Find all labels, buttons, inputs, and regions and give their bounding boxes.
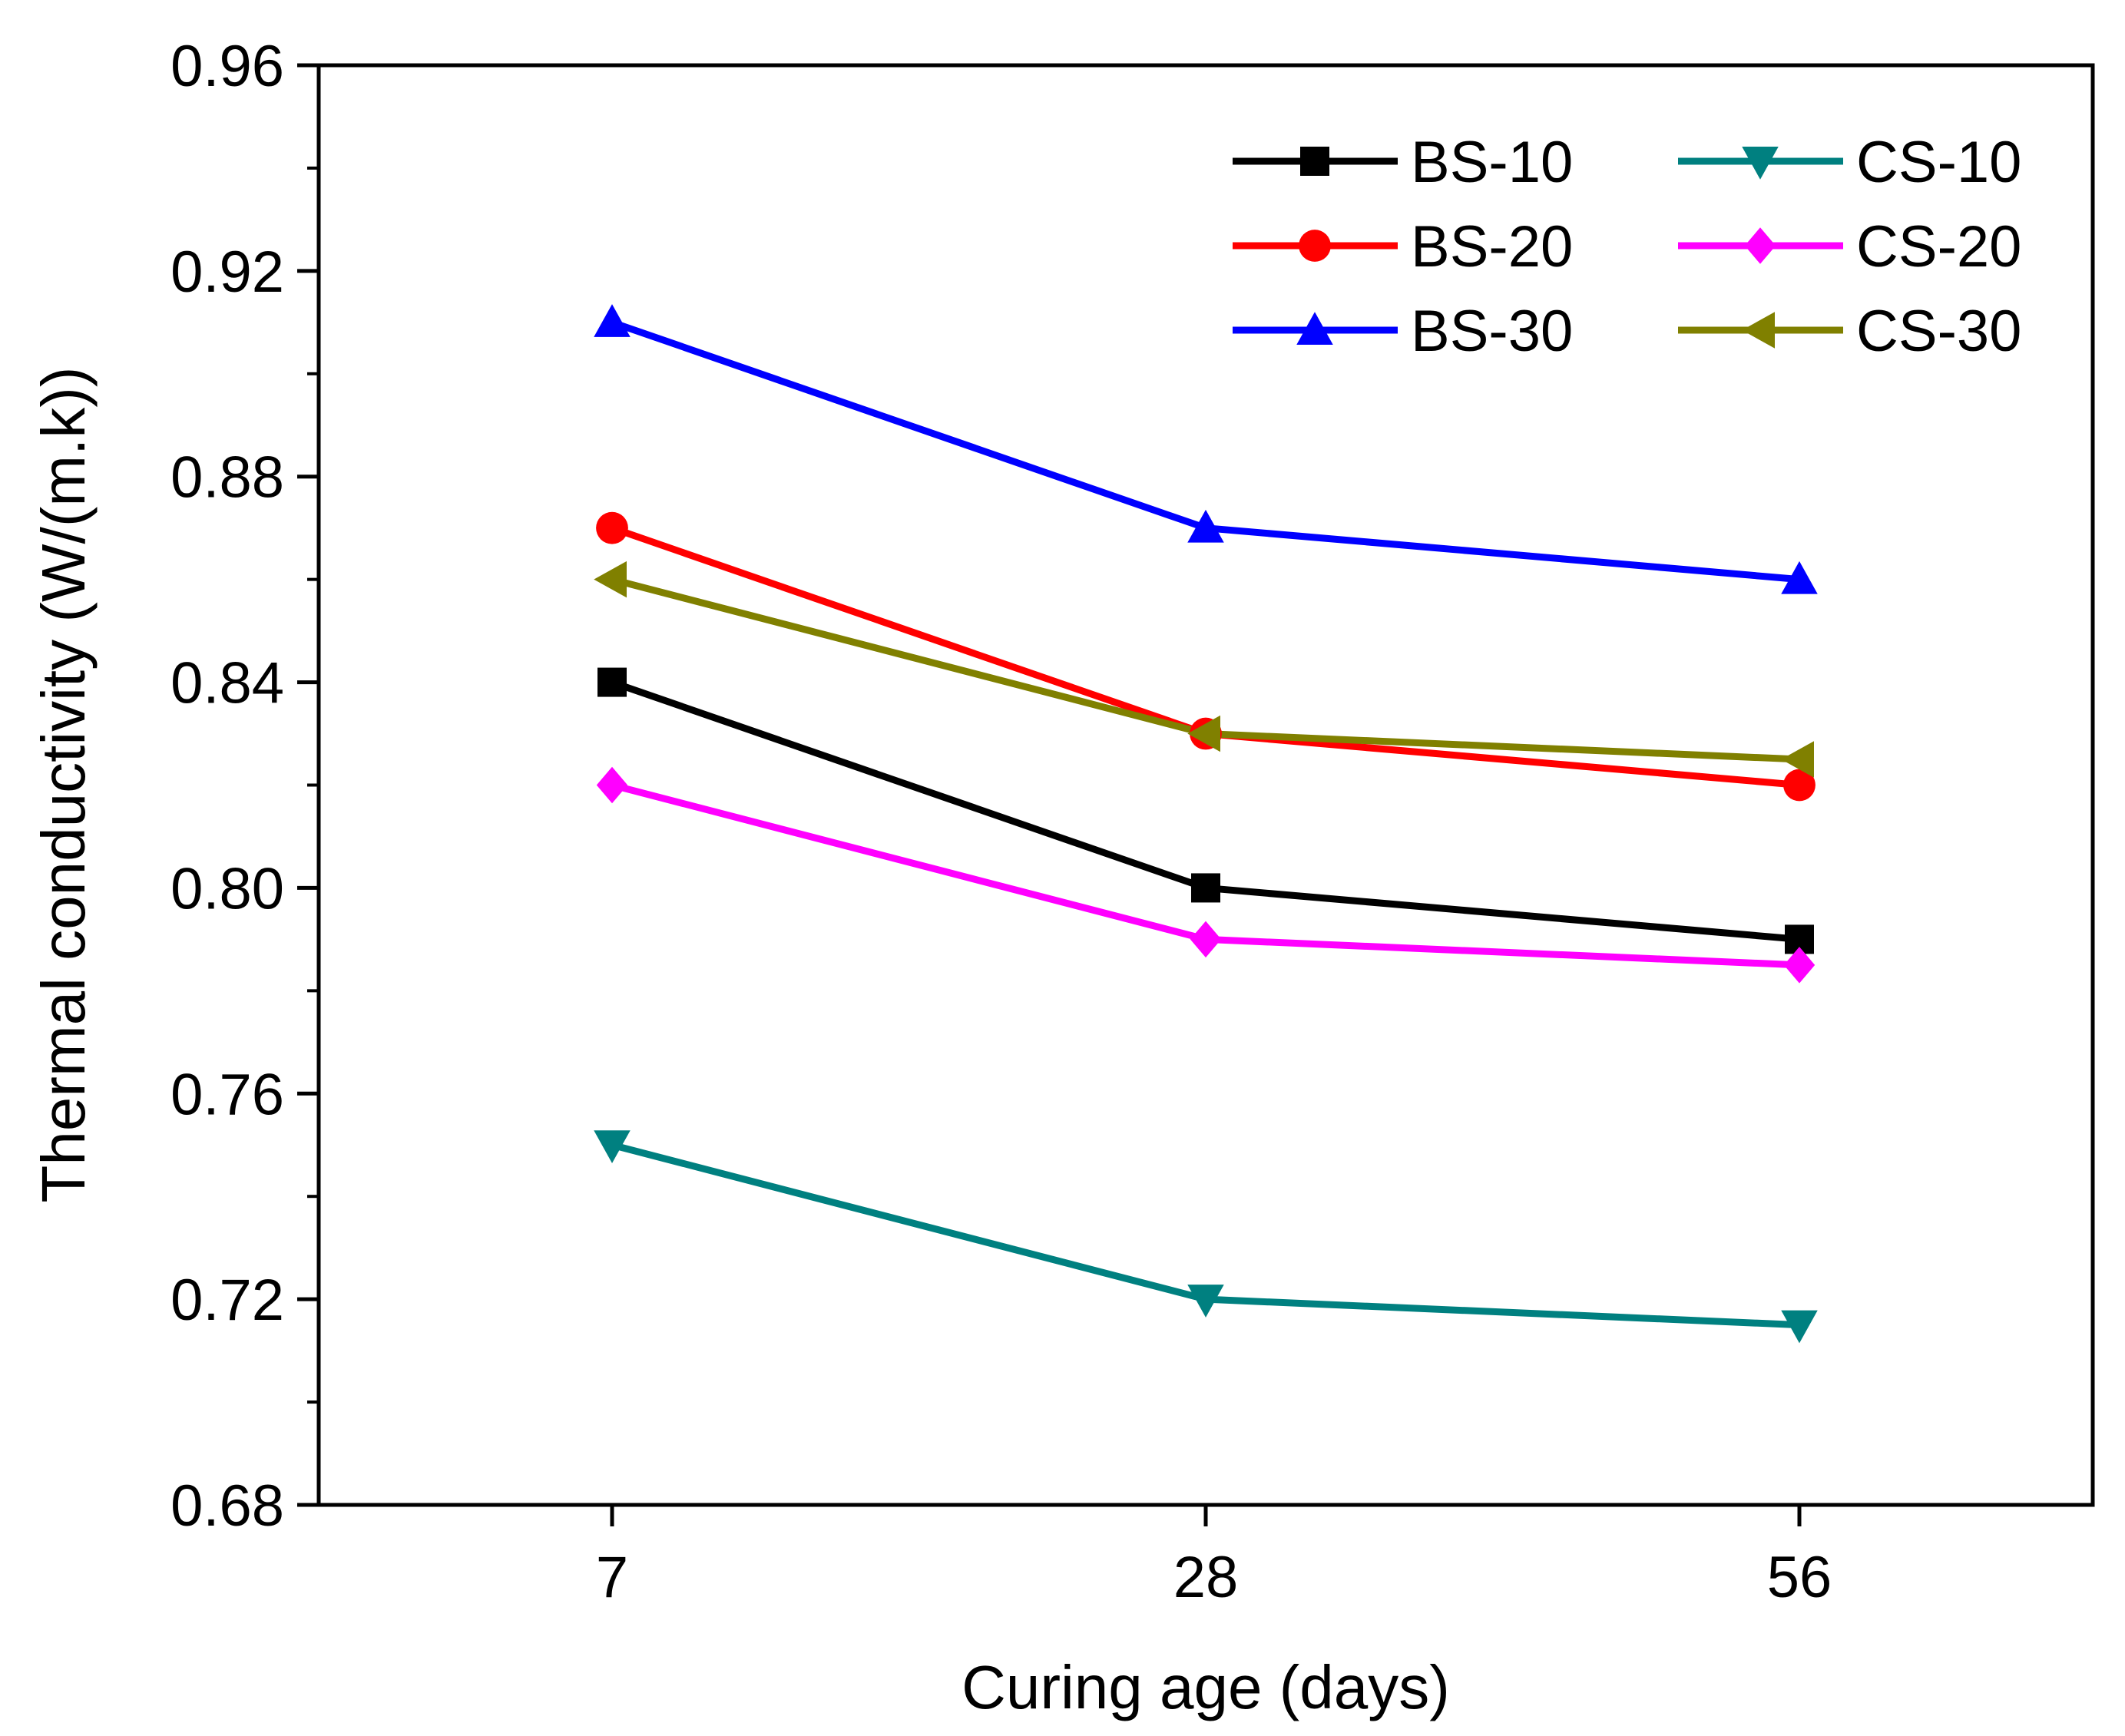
- data-point-cs-10: [1187, 1285, 1224, 1318]
- y-tick-label: 0.88: [170, 445, 284, 511]
- data-point-bs-10: [597, 667, 627, 697]
- series-lines: [611, 319, 1800, 1329]
- data-point-bs-20: [1783, 769, 1816, 802]
- y-axis-label: Thermal conductivity (W/(m.k)): [29, 367, 98, 1203]
- y-tick-label: 0.76: [170, 1062, 284, 1127]
- data-point-cs-20: [1783, 947, 1816, 984]
- legend-label-bs-10: BS-10: [1411, 130, 1573, 195]
- x-tick-label: 28: [1173, 1545, 1239, 1610]
- y-axis: 0.68 0.72 0.76 0.80 0.84 0.88 0.92 0.96: [170, 34, 319, 1539]
- data-point-cs-20: [596, 766, 628, 804]
- data-point-bs-30: [594, 304, 631, 337]
- x-tick-label: 56: [1767, 1545, 1832, 1610]
- y-tick-label: 0.84: [170, 651, 284, 716]
- legend-label-bs-20: BS-20: [1411, 214, 1573, 279]
- legend-label-bs-30: BS-30: [1411, 299, 1573, 364]
- y-tick-label: 0.92: [170, 240, 284, 305]
- legend-marker-bs-20: [1299, 230, 1331, 262]
- data-point-cs-30: [1781, 741, 1814, 778]
- series-markers: [594, 304, 1818, 1344]
- y-tick-label: 0.80: [170, 856, 284, 921]
- legend-label-cs-10: CS-10: [1856, 130, 2021, 195]
- legend-marker-cs-10: [1742, 147, 1779, 180]
- y-tick-label: 0.96: [170, 34, 284, 99]
- legend-label-cs-20: CS-20: [1856, 214, 2021, 279]
- data-point-cs-20: [1190, 921, 1222, 958]
- x-axis-label: Curing age (days): [962, 1653, 1450, 1721]
- data-point-bs-30: [1781, 560, 1818, 594]
- y-tick-label: 0.72: [170, 1268, 284, 1333]
- legend-label-cs-30: CS-30: [1856, 299, 2021, 364]
- x-axis: 7 28 56: [596, 1505, 1832, 1610]
- legend-marker-cs-30: [1742, 312, 1775, 349]
- legend-marker-bs-10: [1300, 147, 1329, 176]
- legend-marker-cs-20: [1744, 227, 1776, 264]
- data-point-cs-30: [594, 560, 627, 598]
- x-tick-label: 7: [596, 1545, 628, 1610]
- data-point-bs-30: [1187, 509, 1224, 543]
- data-point-bs-20: [596, 511, 628, 544]
- legend-marker-bs-30: [1296, 312, 1333, 345]
- data-point-cs-30: [1187, 715, 1220, 752]
- y-tick-label: 0.68: [170, 1473, 284, 1539]
- data-point-bs-10: [1191, 873, 1220, 903]
- data-point-cs-10: [1781, 1310, 1818, 1344]
- legend: BS-10 BS-20 BS-30 CS-10 CS-20 CS-30: [1233, 130, 2021, 364]
- data-point-cs-10: [594, 1130, 631, 1163]
